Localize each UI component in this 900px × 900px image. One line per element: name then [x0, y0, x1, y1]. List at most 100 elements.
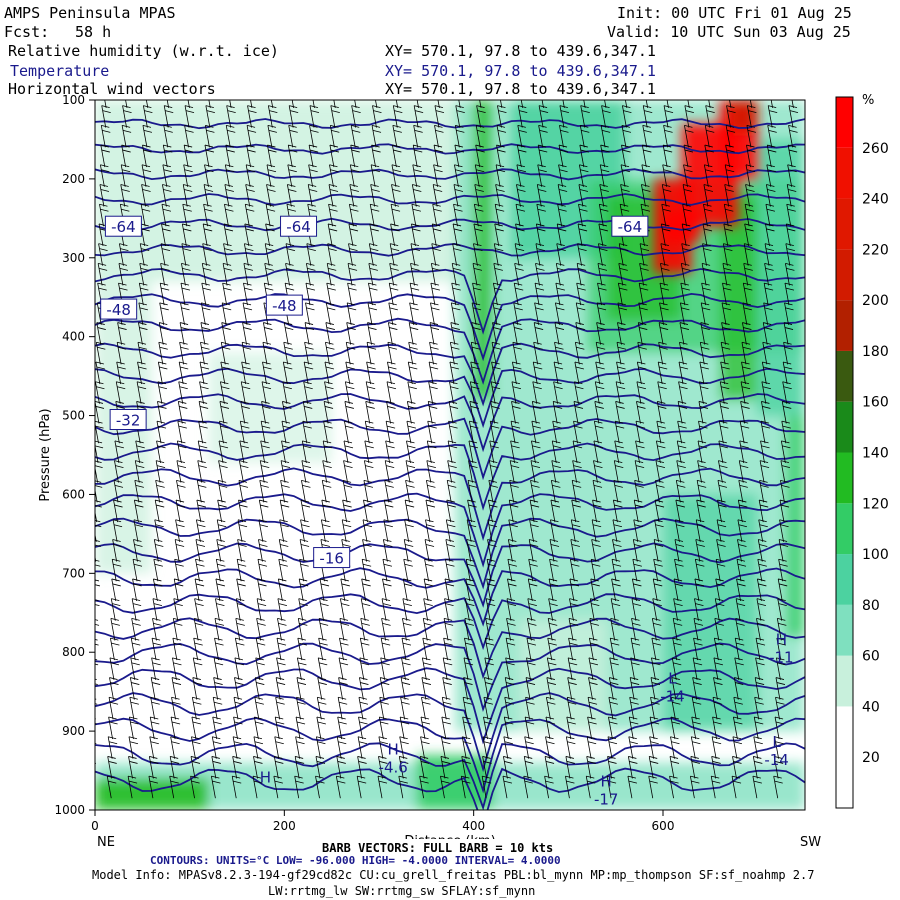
wind-barb-flag	[610, 682, 619, 685]
wind-barb-flag	[380, 721, 389, 725]
wind-barb	[598, 204, 604, 227]
wind-barb-flag	[257, 603, 267, 607]
wind-barb-flag	[444, 642, 453, 646]
wind-barb-flag	[597, 346, 606, 350]
wind-barb	[465, 559, 471, 582]
wind-barb	[159, 302, 165, 325]
wind-barb-flag	[615, 465, 624, 468]
wind-barb-flag	[141, 164, 151, 168]
wind-barb-flag	[632, 603, 642, 607]
wind-barb-flag	[276, 677, 285, 680]
wind-barb-flag	[616, 361, 625, 365]
wind-barb	[99, 184, 105, 207]
wind-barb	[259, 460, 265, 483]
wind-barb	[508, 519, 514, 542]
wind-barb-flag	[404, 583, 413, 587]
wind-barb-flag	[525, 677, 535, 680]
wind-barb-flag	[643, 129, 652, 133]
temperature-contour	[95, 593, 805, 651]
wind-barb-flag	[464, 701, 473, 705]
wind-barb	[779, 499, 785, 523]
wind-barb-flag	[192, 721, 202, 725]
wind-barb-flag	[431, 287, 441, 291]
wind-barb-flag	[621, 189, 630, 192]
wind-barb	[610, 598, 616, 621]
wind-barb	[529, 499, 535, 523]
wind-barb-flag	[518, 105, 527, 108]
wind-barb	[323, 401, 329, 424]
wind-barb	[464, 618, 470, 641]
y-tick-label: 500	[62, 409, 85, 423]
wind-barb-flag	[473, 243, 482, 247]
wind-barb	[370, 164, 376, 187]
wind-barb-flag	[113, 544, 122, 547]
wind-barb-flag	[466, 603, 475, 607]
wind-barb-flag	[644, 110, 653, 113]
wind-barb	[389, 263, 395, 286]
wind-barb	[317, 677, 323, 700]
wind-barb-flag	[420, 736, 429, 740]
wind-barb-flag	[760, 440, 769, 444]
wind-barb	[213, 677, 219, 700]
wind-barb-flag	[462, 716, 471, 720]
wind-barb	[677, 421, 683, 444]
wind-barb-flag	[535, 327, 544, 330]
wind-barb-flag	[510, 484, 519, 488]
wind-barb	[385, 421, 391, 444]
wind-barb-flag	[156, 484, 165, 488]
wind-barb-flag	[637, 386, 647, 390]
wind-barb	[657, 361, 663, 385]
wind-barb-flag	[234, 741, 243, 745]
wind-barb-flag	[503, 756, 512, 759]
wind-barb-flag	[692, 721, 701, 725]
wind-barb-flag	[781, 420, 790, 424]
wind-barb-flag	[483, 696, 493, 700]
wind-barb-flag	[96, 386, 105, 390]
wind-barb-flag	[152, 598, 162, 602]
wind-barb-flag	[720, 425, 729, 429]
wind-barb-flag	[443, 657, 452, 661]
wind-barb-flag	[629, 741, 638, 745]
wind-barb-flag	[151, 637, 161, 641]
wind-barb-flag	[130, 677, 139, 680]
wind-barb-flag	[362, 519, 372, 523]
wind-barb-flag	[220, 361, 229, 365]
wind-barb-flag	[677, 465, 686, 468]
wind-barb-flag	[405, 479, 414, 483]
wind-barb-flag	[762, 406, 771, 409]
wind-barb-flag	[345, 361, 354, 365]
wind-barb	[119, 243, 124, 266]
wind-barb-flag	[507, 603, 517, 607]
temperature-contour	[95, 742, 805, 810]
wind-barb-flag	[371, 124, 381, 128]
wind-barb	[424, 539, 430, 562]
wind-barb-flag	[157, 401, 166, 404]
wind-barb-flag	[764, 243, 774, 247]
wind-barb-flag	[118, 282, 127, 286]
wind-barb-flag	[695, 539, 704, 542]
wind-barb	[765, 204, 771, 227]
wind-barb	[523, 756, 529, 779]
wind-barb-flag	[525, 696, 534, 700]
wind-barb	[329, 125, 335, 148]
wind-barb-flag	[548, 642, 557, 646]
wind-barb	[761, 401, 766, 424]
wind-barb-flag	[659, 282, 669, 286]
wind-barb-flag	[423, 642, 432, 646]
wind-barb-flag	[329, 164, 338, 168]
wind-barb-flag	[357, 756, 366, 759]
wind-barb-flag	[705, 169, 714, 173]
wind-barb-flag	[428, 381, 437, 385]
colorbar-segment	[836, 706, 853, 758]
wind-barb-flag	[170, 780, 179, 784]
temperature-contour	[95, 292, 805, 362]
wind-barb-flag	[239, 460, 248, 463]
wind-barb-flag	[190, 775, 199, 779]
contour-label: -48	[106, 301, 131, 319]
wind-barb-flag	[727, 110, 736, 113]
wind-barb	[88, 717, 92, 739]
wind-barb	[578, 184, 584, 207]
wind-barb-flag	[372, 169, 381, 173]
wind-barb-flag	[642, 144, 651, 148]
wind-barb-flag	[456, 86, 464, 88]
